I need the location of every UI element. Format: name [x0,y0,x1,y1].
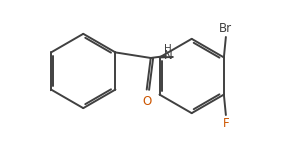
Text: H: H [164,44,172,54]
Text: Br: Br [219,22,232,35]
Text: N: N [163,49,172,62]
Text: O: O [142,95,151,108]
Text: F: F [222,117,229,130]
